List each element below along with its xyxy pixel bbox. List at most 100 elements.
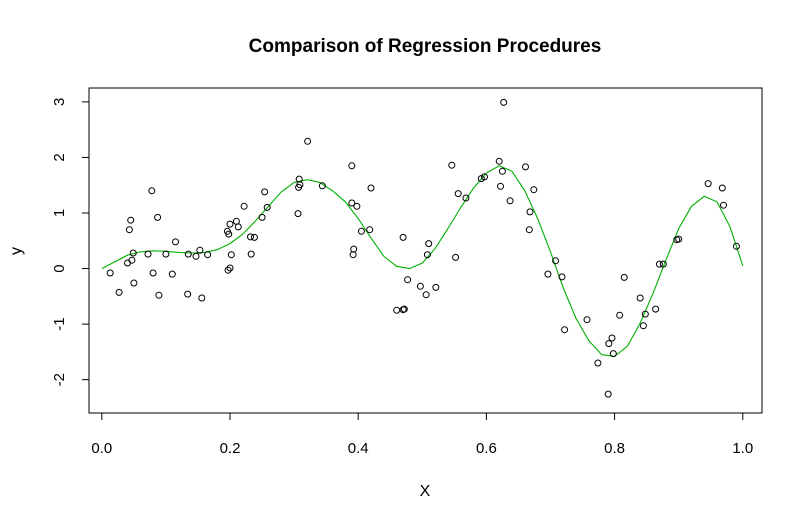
data-point (184, 250, 192, 258)
chart-title: Comparison of Regression Procedures (249, 36, 602, 57)
data-point (495, 157, 503, 165)
data-point (154, 213, 162, 221)
data-point (718, 184, 726, 192)
data-point (130, 279, 138, 287)
data-point (196, 246, 204, 254)
data-point (192, 252, 200, 260)
data-point (720, 201, 727, 209)
data-point (605, 340, 613, 348)
data-point (500, 98, 508, 106)
data-point (609, 350, 617, 358)
data-point (675, 235, 683, 243)
data-point (129, 249, 137, 257)
data-point (425, 240, 433, 248)
x-axis: 0.0 0.2 0.4 0.6 0.8 1.0 (91, 412, 753, 457)
data-point (247, 250, 255, 258)
data-point (659, 260, 667, 268)
data-point (448, 161, 456, 169)
data-point (561, 326, 569, 334)
y-tick-label: 2 (51, 153, 68, 161)
data-point (234, 223, 242, 231)
data-point (124, 259, 131, 267)
data-point (404, 276, 412, 284)
data-point (155, 291, 163, 299)
data-point (184, 290, 192, 298)
data-point (263, 203, 271, 211)
data-point (318, 182, 326, 190)
data-point (620, 273, 628, 281)
data-point (224, 266, 232, 274)
data-point (227, 251, 235, 259)
data-point (232, 217, 240, 225)
data-point (144, 250, 152, 258)
data-point (594, 359, 602, 367)
data-point (348, 199, 356, 207)
data-point (128, 256, 136, 264)
data-point (636, 294, 644, 302)
data-point (149, 269, 157, 277)
plot-frame (88, 87, 763, 414)
data-point (350, 245, 358, 253)
data-point (247, 233, 254, 241)
data-point (400, 305, 408, 313)
data-point (552, 257, 560, 265)
fit-curve (101, 165, 744, 357)
fit-curve-layer (101, 165, 744, 357)
y-tick-label: -1 (51, 317, 68, 330)
data-point (506, 197, 514, 205)
data-point (526, 208, 534, 216)
data-point (452, 253, 460, 261)
data-point (608, 334, 616, 342)
data-point (544, 270, 552, 278)
data-point (115, 288, 123, 296)
data-point (349, 251, 357, 259)
y-tick-label: 0 (51, 264, 68, 272)
data-point (127, 216, 135, 224)
data-point (348, 162, 356, 170)
x-axis-label: X (420, 483, 431, 500)
data-point (304, 137, 312, 145)
data-point (583, 316, 591, 324)
x-tick-label: 0.4 (348, 440, 369, 457)
data-point (226, 264, 234, 272)
data-point (432, 283, 440, 291)
data-point (641, 310, 649, 318)
data-point (558, 273, 566, 281)
y-axis: -2 -1 0 1 2 3 (51, 98, 90, 386)
scatter-points-layer (106, 98, 740, 398)
data-point (498, 167, 506, 175)
data-point (423, 251, 431, 259)
data-point (604, 390, 612, 398)
data-point (261, 188, 269, 196)
y-tick-label: -2 (51, 373, 68, 386)
data-point (162, 250, 170, 258)
data-point (616, 311, 624, 319)
data-point (522, 163, 529, 171)
data-point (639, 322, 647, 330)
data-point (240, 202, 248, 210)
data-point (258, 213, 266, 221)
data-point (462, 194, 470, 202)
data-point (655, 260, 663, 268)
data-point (393, 306, 401, 314)
data-point (204, 251, 212, 259)
x-tick-label: 0.2 (220, 440, 241, 457)
data-point (497, 182, 504, 190)
data-point (172, 238, 179, 246)
data-point (148, 187, 156, 195)
data-point (416, 282, 424, 290)
data-point (530, 186, 538, 194)
data-point (168, 270, 176, 278)
data-point (366, 226, 374, 234)
data-point (125, 226, 133, 234)
data-point (357, 227, 365, 235)
data-point (367, 184, 375, 192)
x-tick-label: 1.0 (732, 440, 753, 457)
data-point (422, 291, 430, 299)
data-point (481, 173, 488, 181)
data-point (652, 305, 660, 313)
data-point (353, 202, 361, 210)
data-point (454, 190, 462, 198)
data-point (294, 210, 302, 218)
